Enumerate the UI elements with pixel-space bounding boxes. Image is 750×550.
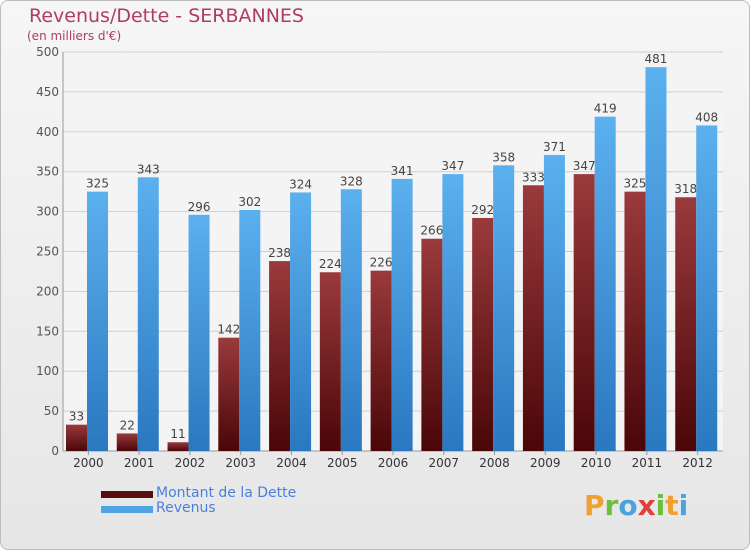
bar-dette [218,337,240,451]
y-tick-label: 300 [36,205,59,219]
y-tick-label: 500 [36,45,59,59]
data-label-dette: 266 [420,224,443,238]
logo-letter: o [618,489,638,522]
bar-revenus [87,191,108,451]
bar-revenus [543,154,565,451]
bar-dette [472,217,494,451]
x-tick-label: 2000 [73,456,104,470]
bar-dette [167,442,189,451]
data-label-dette: 238 [268,246,291,260]
y-tick-label: 400 [36,125,59,139]
y-tick-label: 0 [51,444,59,458]
chart-title: Revenus/Dette - SERBANNES [29,5,304,27]
x-tick-label: 2011 [632,456,663,470]
x-tick-label: 2009 [530,456,561,470]
x-tick-label: 2001 [124,456,155,470]
logo-letter: x [637,489,656,522]
data-label-revenus: 302 [238,195,261,209]
y-tick-label: 250 [36,245,59,259]
data-label-dette: 33 [69,410,84,424]
x-tick-label: 2002 [175,456,206,470]
data-label-revenus: 419 [594,102,617,116]
data-label-dette: 226 [370,256,393,270]
data-label-dette: 224 [319,257,342,271]
data-label-dette: 292 [471,203,494,217]
legend-swatch-dette [101,491,153,498]
data-label-revenus: 371 [543,140,566,154]
bar-dette [573,174,595,451]
data-label-revenus: 325 [86,177,109,191]
bar-dette [522,185,544,452]
data-label-revenus: 347 [441,159,464,173]
logo-letter: i [655,489,666,522]
data-label-dette: 347 [573,159,596,173]
bar-revenus [188,214,210,451]
y-tick-label: 50 [44,404,59,418]
logo-letter: P [584,489,605,522]
bar-dette [269,261,291,451]
data-label-revenus: 343 [137,162,160,176]
x-tick-label: 2010 [581,456,612,470]
logo-letter: t [665,489,679,522]
x-tick-label: 2004 [276,456,307,470]
bar-revenus [696,125,718,451]
bar-dette [370,270,392,451]
data-label-dette: 11 [170,427,185,441]
bar-revenus [340,189,362,452]
data-label-dette: 333 [522,170,545,184]
data-label-dette: 325 [624,177,647,191]
legend-swatch-revenus [101,506,153,513]
data-label-dette: 318 [674,182,697,196]
x-tick-label: 2003 [225,456,256,470]
x-tick-label: 2005 [327,456,358,470]
bar-revenus [137,177,159,451]
bar-revenus [594,116,616,451]
bar-dette [421,238,443,451]
y-tick-label: 150 [36,324,59,338]
y-tick-label: 350 [36,165,59,179]
bar-revenus [290,192,312,451]
x-tick-label: 2006 [378,456,409,470]
bar-dette [319,272,341,451]
y-tick-label: 100 [36,364,59,378]
bar-dette [675,197,697,451]
x-tick-label: 2007 [428,456,459,470]
data-label-revenus: 296 [188,200,211,214]
data-label-revenus: 341 [391,164,414,178]
data-label-revenus: 358 [492,150,515,164]
data-label-dette: 142 [217,323,240,337]
logo-letter: i [678,489,689,522]
logo-letter: r [604,489,619,522]
bar-revenus [493,165,515,452]
legend-label-dette: Montant de la Dette [156,485,297,501]
legend-label-revenus: Revenus [156,500,216,516]
x-tick-label: 2012 [682,456,713,470]
bar-dette [116,433,138,451]
bar-revenus [239,210,261,451]
bar-dette [66,424,87,451]
y-tick-label: 450 [36,85,59,99]
proxiti-logo: Proxiti [584,489,688,522]
bar-revenus [442,174,464,451]
data-label-revenus: 328 [340,174,363,188]
bar-revenus [391,178,413,451]
data-label-revenus: 408 [695,110,718,124]
data-label-dette: 22 [120,418,135,432]
y-tick-label: 200 [36,284,59,298]
chart-subtitle: (en milliers d'€) [27,29,122,43]
data-label-revenus: 481 [645,52,668,66]
bar-dette [624,191,646,451]
data-label-revenus: 324 [289,177,312,191]
bar-revenus [645,67,667,452]
x-tick-label: 2008 [479,456,510,470]
